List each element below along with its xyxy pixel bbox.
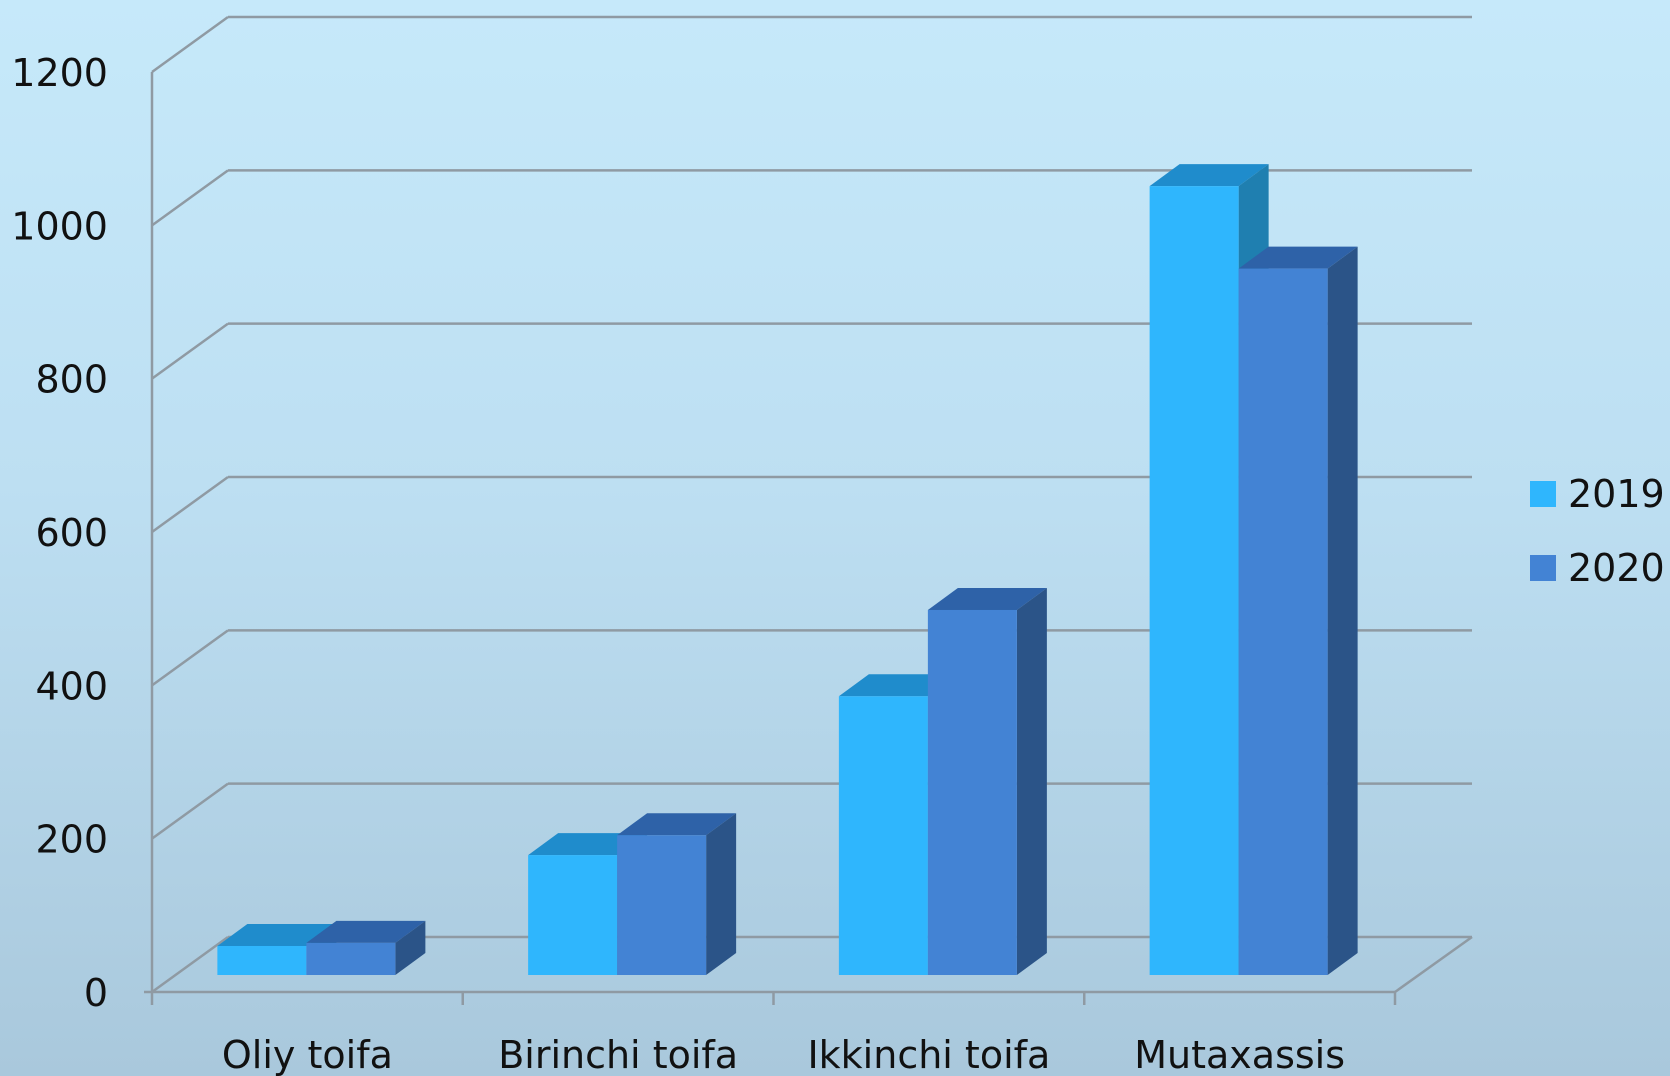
y-tick-label: 800 — [35, 358, 108, 402]
bar-top-2019 — [1149, 164, 1269, 187]
y-tick-label: 400 — [35, 664, 108, 708]
legend-swatch — [1530, 555, 1556, 581]
grid-layer — [151, 15, 1472, 994]
bar-side-2020 — [395, 920, 426, 975]
bar-side-2020 — [706, 813, 737, 975]
gridline-depth — [151, 475, 229, 534]
bar-2019 — [217, 945, 307, 975]
y-tick-label: 1200 — [11, 51, 108, 95]
bars-layer — [217, 164, 1358, 976]
bar-top-2020 — [927, 587, 1047, 610]
y-tick-label: 1000 — [11, 204, 108, 248]
legend-label: 2019 — [1568, 472, 1665, 516]
gridline-depth — [151, 629, 229, 687]
floor-edge — [1394, 935, 1473, 994]
bar-2020 — [306, 942, 396, 975]
x-tick-label: Birinchi toifa — [498, 1033, 738, 1076]
bar-side-2020 — [1327, 246, 1358, 975]
bar-top-2020 — [1238, 246, 1358, 269]
gridline-depth — [151, 935, 229, 994]
legend-label: 2020 — [1568, 546, 1665, 590]
bar-top-2020 — [306, 920, 426, 943]
bar-2020 — [617, 835, 707, 975]
legend-swatch — [1530, 481, 1556, 507]
x-tick-label: Ikkinchi toifa — [807, 1033, 1050, 1076]
gridline-depth — [151, 169, 229, 227]
y-tick-label: 0 — [84, 971, 108, 1015]
gridline-depth — [151, 15, 229, 74]
bar-top-2019 — [217, 923, 337, 946]
legend: 2019 2020 — [1530, 472, 1665, 590]
x-tick-label: Oliy toifa — [222, 1033, 393, 1076]
y-tick-label: 600 — [35, 511, 108, 555]
bar-2020 — [927, 609, 1017, 975]
bar-2019 — [1149, 186, 1239, 976]
bar-top-2020 — [617, 813, 737, 836]
bar-2019 — [838, 696, 928, 975]
bar-side-2020 — [1016, 587, 1047, 975]
bar-2020 — [1238, 268, 1328, 975]
x-tick-label: Mutaxassis — [1134, 1033, 1345, 1076]
bar-2019 — [528, 855, 618, 975]
axis-layer — [144, 72, 1473, 1005]
gridline-depth — [151, 782, 229, 840]
y-tick-label: 200 — [35, 818, 108, 862]
label-layer: 0 200 400 600 800 1000 1200 Oliy toifa Birinchi … — [11, 51, 1345, 1076]
gridline-depth — [151, 322, 229, 380]
